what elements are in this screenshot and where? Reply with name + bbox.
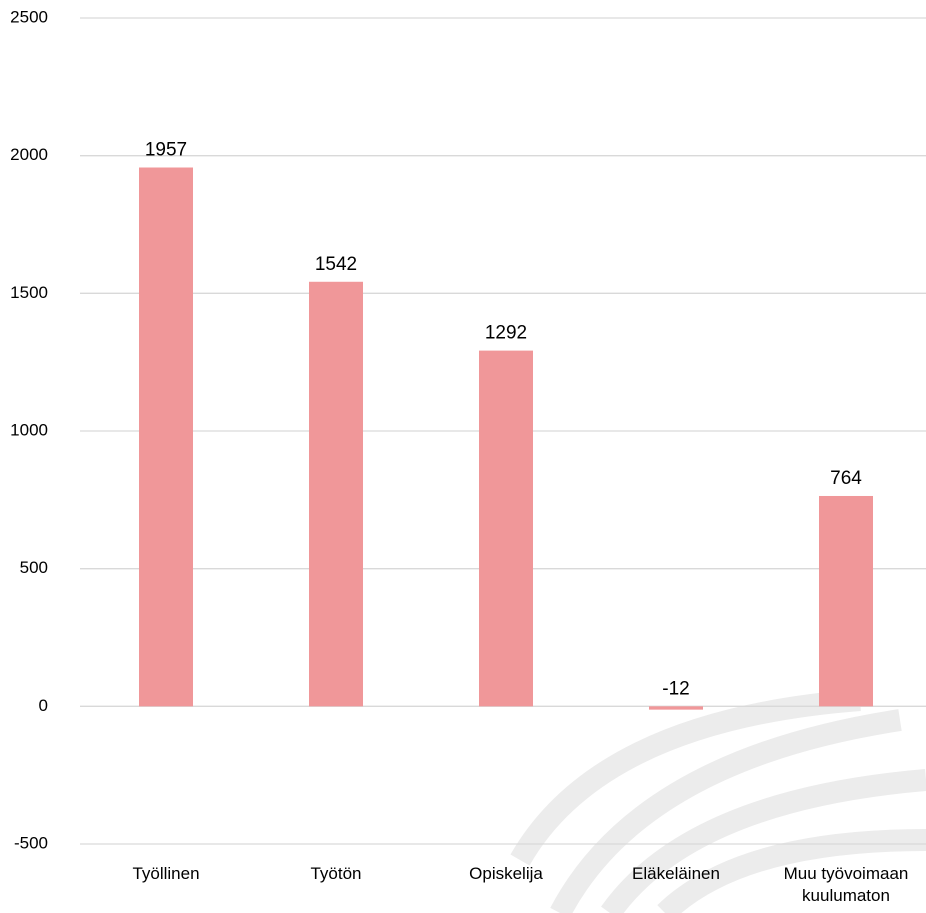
- x-tick-label: Muu työvoimaan kuulumaton: [783, 864, 909, 905]
- data-label: 764: [830, 468, 862, 489]
- x-tick-label: Työllinen: [132, 864, 200, 883]
- x-tick-label: Työtön: [310, 864, 362, 883]
- y-tick-label: -500: [14, 833, 48, 852]
- bar: [819, 495, 873, 707]
- y-tick-label: 2500: [10, 7, 48, 26]
- watermark: [510, 689, 926, 913]
- data-label: 1957: [145, 140, 187, 161]
- y-tick-label: 0: [39, 696, 48, 715]
- y-tick-label: 1000: [10, 420, 48, 439]
- bar: [309, 281, 363, 707]
- y-tick-label: 2000: [10, 145, 48, 164]
- data-label: -12: [662, 678, 689, 699]
- x-tick-label: Eläkeläinen: [632, 864, 720, 883]
- data-label: 1542: [315, 254, 357, 275]
- data-label: 1292: [485, 323, 527, 344]
- bar: [139, 167, 193, 707]
- bar: [649, 706, 703, 710]
- bar: [479, 350, 533, 707]
- x-tick-label: Opiskelija: [469, 864, 543, 883]
- y-tick-label: 1500: [10, 283, 48, 302]
- y-tick-label: 500: [20, 558, 48, 577]
